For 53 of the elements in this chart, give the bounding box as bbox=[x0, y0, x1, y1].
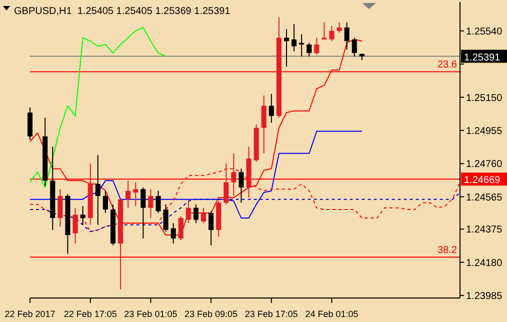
candlestick bbox=[208, 210, 214, 246]
y-tick-label: 1.24375 bbox=[466, 224, 503, 236]
candlestick bbox=[284, 28, 290, 68]
candlestick bbox=[170, 222, 176, 244]
y-tick-label: 1.24565 bbox=[466, 192, 503, 204]
candlestick bbox=[292, 24, 297, 52]
x-tick-label: 23 Feb 01:05 bbox=[124, 309, 178, 319]
candlestick bbox=[133, 182, 138, 207]
candlestick bbox=[306, 42, 312, 57]
ref-line-label: 1.25391 bbox=[464, 52, 501, 64]
candlestick bbox=[95, 154, 100, 226]
x-tick-label: 22 Feb 17:05 bbox=[64, 309, 117, 319]
candlestick bbox=[238, 168, 244, 204]
x-tick-label: 23 Feb 09:05 bbox=[184, 309, 238, 319]
candlestick bbox=[344, 22, 350, 50]
x-tick-label: 22 Feb 2017 bbox=[4, 309, 56, 319]
candlestick bbox=[261, 95, 266, 154]
candlestick bbox=[102, 190, 108, 214]
candlestick bbox=[156, 190, 161, 214]
candlestick bbox=[178, 216, 184, 241]
annotation: 23.6 bbox=[438, 60, 458, 71]
y-tick-label: 1.24955 bbox=[466, 126, 503, 137]
y-tick-label: 1.24180 bbox=[466, 258, 503, 269]
candlestick bbox=[268, 93, 274, 124]
candlestick bbox=[80, 206, 86, 226]
candlestick bbox=[314, 37, 320, 56]
candlestick bbox=[193, 204, 198, 224]
chart-title: GBPUSD,H1 1.25405 1.25405 1.25369 1.25391 bbox=[14, 6, 231, 17]
candlestick bbox=[148, 188, 154, 219]
candlestick bbox=[336, 22, 342, 34]
x-tick-label: 23 Feb 17:05 bbox=[244, 309, 298, 319]
candlestick bbox=[200, 207, 206, 224]
candlestick bbox=[322, 22, 327, 40]
candlestick bbox=[186, 200, 191, 224]
candlestick bbox=[140, 186, 146, 239]
y-tick-label: 1.25540 bbox=[466, 26, 503, 38]
x-tick-label: 24 Feb 01:05 bbox=[305, 309, 358, 319]
candlestick bbox=[126, 180, 131, 208]
candlestick bbox=[58, 188, 63, 228]
y-tick-label: 1.23985 bbox=[466, 291, 503, 302]
candlestick bbox=[224, 163, 229, 205]
candlestick bbox=[352, 37, 357, 57]
annotation: 38.2 bbox=[438, 245, 458, 256]
y-tick-label: 1.24760 bbox=[466, 159, 503, 170]
y-tick-label: 1.25150 bbox=[466, 92, 503, 104]
candlestick bbox=[27, 106, 33, 140]
line-series bbox=[30, 130, 362, 219]
candlestick bbox=[163, 204, 168, 232]
line-series bbox=[30, 27, 166, 188]
candlestick bbox=[72, 207, 78, 244]
ref-line-label: 1.24669 bbox=[464, 175, 501, 186]
candlestick bbox=[329, 25, 334, 42]
candlestick bbox=[231, 152, 236, 196]
